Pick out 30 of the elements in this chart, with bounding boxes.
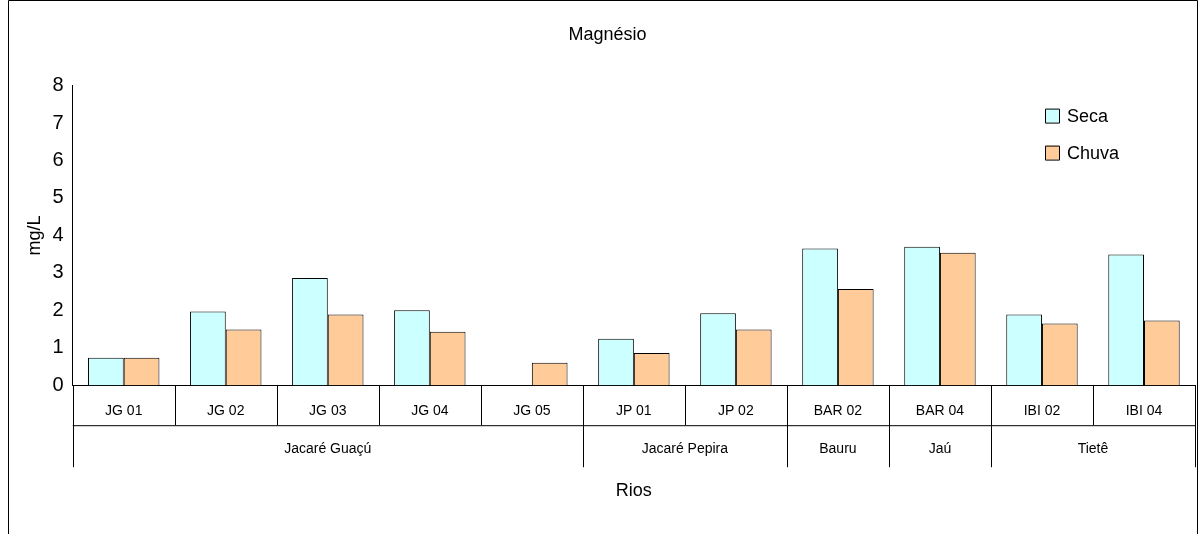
y-axis-title: mg/L — [23, 215, 44, 256]
x-tick-label: BAR 02 — [813, 402, 863, 419]
x-axis-title: Rios — [615, 480, 652, 501]
text: Jaú — [928, 440, 952, 457]
x-tick-label: JG 01 — [105, 402, 143, 419]
x-tick-label: JG 02 — [207, 402, 245, 419]
y-tick-label: 1 — [52, 335, 64, 358]
y-tick-label: 0 — [52, 372, 64, 395]
x-tick-label: IBI 04 — [1125, 402, 1163, 419]
y-tick-label: 6 — [52, 148, 64, 171]
x-tick-label: JG 05 — [513, 402, 551, 419]
text: Jacaré Pepira — [641, 440, 729, 457]
x-tick-label: JG 03 — [309, 402, 347, 419]
text: Tietê — [1077, 440, 1109, 457]
x-tick-label: JP 01 — [616, 402, 652, 419]
y-tick-label: 5 — [52, 185, 64, 208]
x-tick-label: IBI 02 — [1023, 402, 1061, 419]
y-tick-label: 3 — [52, 260, 64, 283]
chart-title: Magnésio — [568, 23, 647, 44]
x-tick-label: JG 04 — [411, 402, 449, 419]
y-tick-label: 7 — [52, 110, 64, 133]
y-tick-label: 4 — [52, 222, 64, 245]
legend-label: Seca — [1067, 105, 1110, 126]
x-tick-label: JP 02 — [718, 402, 754, 419]
y-tick-label: 2 — [52, 297, 64, 320]
text: Bauru — [819, 440, 857, 457]
text: Jacaré Guaçú — [284, 440, 372, 457]
y-tick-label: 8 — [52, 73, 64, 96]
legend-label: Chuva — [1067, 142, 1121, 163]
x-tick-label: BAR 04 — [915, 402, 965, 419]
